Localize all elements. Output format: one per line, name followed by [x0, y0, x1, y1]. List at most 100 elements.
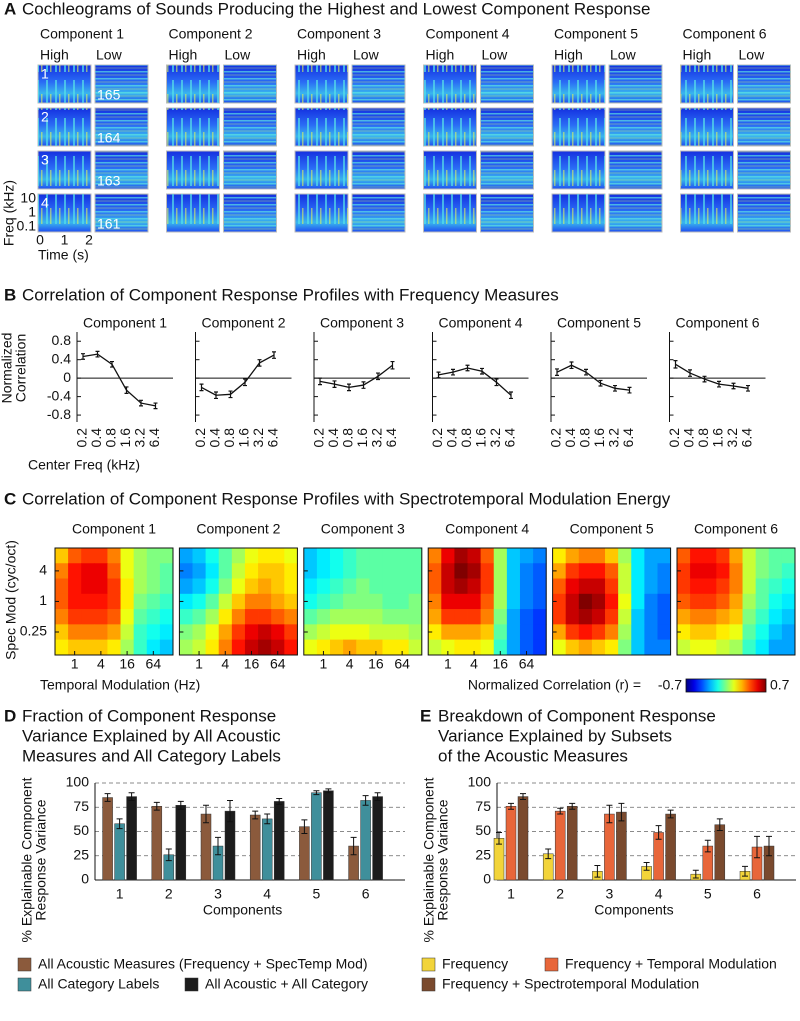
heatmap-cell — [146, 563, 161, 579]
heatmap-cell — [703, 593, 717, 610]
error-bar — [276, 798, 283, 805]
heatmap-cell — [533, 624, 547, 641]
heatmap-cell — [107, 624, 121, 641]
y-tick-label: 75 — [73, 798, 89, 814]
heatmap-cell — [565, 639, 580, 656]
x-tick-label: 4 — [655, 886, 663, 902]
panel-title: of the Acoustic Measures — [438, 746, 628, 765]
heatmap-cell — [159, 578, 174, 595]
heatmap-cell — [480, 578, 495, 595]
error-bar — [508, 802, 514, 810]
heatmap-cell — [218, 548, 233, 564]
heatmap-cell — [231, 624, 246, 641]
heatmap-cell — [768, 639, 783, 656]
cochleogram-texture — [680, 194, 734, 232]
heatmap-cell — [493, 609, 508, 625]
heatmap-cell — [120, 624, 135, 641]
subplot-title: Component 1 — [83, 315, 167, 331]
heatmap-cell — [382, 639, 396, 656]
cochleogram-texture — [95, 108, 148, 146]
error-bar — [332, 380, 337, 388]
heatmap-cell — [68, 624, 82, 641]
rank-high: 4 — [41, 195, 49, 211]
panel-title: Breakdown of Component Response — [438, 706, 716, 725]
x-tick-label: 0.2 — [74, 428, 90, 448]
heatmap-cell — [677, 624, 691, 641]
heatmap-cell — [231, 593, 246, 610]
heatmap-cell — [729, 639, 743, 656]
heatmap-cell — [408, 624, 423, 641]
heatmap-cell — [356, 593, 370, 610]
heatmap-cell — [441, 624, 455, 641]
error-bar — [746, 384, 750, 392]
subplot-title: Component 5 — [557, 315, 641, 331]
cochleogram-texture — [609, 151, 662, 189]
y-tick-label: 0 — [63, 369, 71, 385]
heatmap-cell — [578, 578, 593, 595]
heatmap-cell — [55, 578, 69, 595]
heatmap-cell — [519, 563, 534, 579]
cochleogram-texture — [609, 65, 662, 103]
heatmap-cell — [343, 639, 357, 656]
heatmap-cell — [591, 639, 606, 656]
error-bar — [557, 807, 564, 815]
heatmap-cell — [179, 593, 193, 610]
error-bar — [214, 391, 218, 400]
cochleogram-texture — [352, 151, 405, 189]
heatmap-cell — [179, 548, 193, 564]
heatmap-cell — [192, 548, 207, 564]
x-tick-label: 4 — [346, 656, 354, 672]
heatmap-cell — [428, 563, 442, 579]
error-bar — [362, 795, 369, 806]
heatmap-cell — [244, 578, 259, 595]
y-tick-label: 25 — [475, 846, 491, 862]
bar — [665, 813, 676, 881]
heatmap-cell — [303, 624, 318, 641]
heatmap-cell — [316, 563, 331, 579]
heatmap-cell — [716, 563, 730, 579]
error-bar — [465, 364, 470, 372]
error-bar — [390, 360, 395, 370]
cochleogram-texture — [680, 151, 734, 189]
heatmap-cell — [330, 609, 344, 625]
x-tick-label: 3.2 — [487, 428, 503, 448]
heatmap-cell — [316, 624, 331, 641]
x-tick-label: 0.2 — [666, 428, 682, 448]
heatmap-cell — [703, 624, 717, 641]
x-tick-label: 0.8 — [221, 428, 237, 448]
x-tick-label: 0.4 — [207, 428, 223, 448]
error-bar — [128, 792, 135, 801]
error-bar — [569, 361, 574, 370]
heatmap-cell — [284, 563, 298, 579]
heatmap-cell — [657, 548, 671, 564]
error-bar — [376, 372, 380, 381]
heatmap-cell — [618, 593, 632, 610]
heatmap-cell — [81, 548, 95, 564]
x-tick-label: 1.6 — [354, 428, 370, 448]
heatmap-cell — [356, 639, 370, 656]
heatmap-cell — [781, 578, 796, 595]
error-bar — [731, 382, 736, 390]
legend-swatch — [17, 957, 32, 972]
y-tick-label: 0.4 — [52, 350, 72, 366]
heatmap-cell — [618, 578, 632, 595]
heatmap-cell — [441, 548, 455, 564]
heatmap-cell — [755, 593, 770, 610]
error-bar — [480, 367, 484, 375]
cochleogram-texture — [295, 108, 348, 146]
bar — [114, 823, 125, 881]
heatmap-cell — [192, 578, 207, 595]
error-bar — [520, 793, 526, 800]
heatmap-cell — [271, 624, 285, 641]
heatmap-cell — [454, 578, 468, 595]
subplot-title: Component 3 — [320, 315, 404, 331]
bar — [299, 826, 310, 881]
heatmap-cell — [395, 639, 410, 656]
heatmap-cell — [408, 609, 423, 625]
x-tick-label: 6 — [753, 886, 761, 902]
cochleogram-texture — [737, 194, 791, 232]
y-axis-label: Normalized — [0, 333, 15, 404]
x-tick-label: 6.4 — [502, 428, 518, 448]
heatmap-cell — [677, 548, 691, 564]
heatmap-cell — [454, 593, 468, 610]
